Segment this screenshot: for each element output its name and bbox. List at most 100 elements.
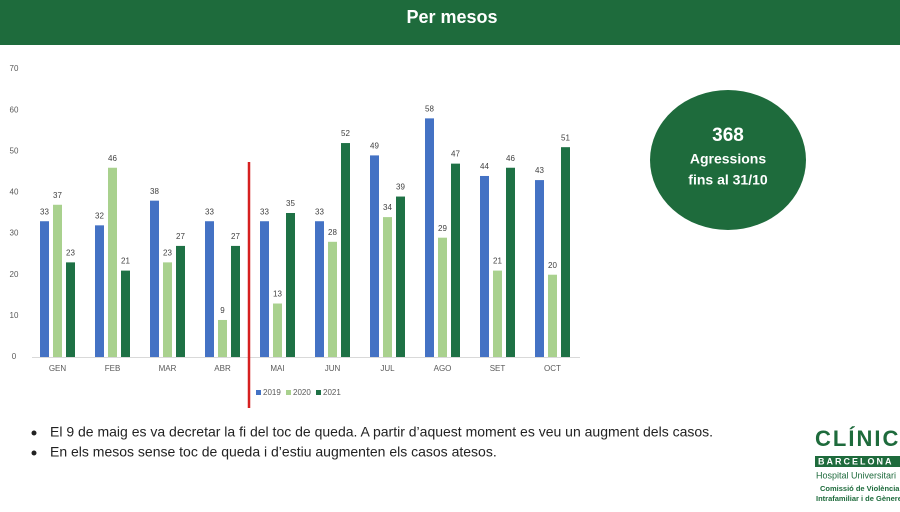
y-tick-label: 30 — [10, 229, 19, 238]
bar — [548, 274, 557, 357]
value-label: 27 — [176, 232, 185, 241]
bar — [286, 213, 295, 357]
x-tick-label: JUL — [380, 364, 395, 373]
value-label: 38 — [150, 187, 159, 196]
value-label: 44 — [480, 162, 489, 171]
value-label: 20 — [548, 261, 557, 270]
bar — [315, 221, 324, 357]
value-label: 21 — [121, 257, 130, 266]
y-tick-label: 60 — [10, 105, 19, 114]
value-label: 49 — [370, 142, 379, 151]
y-tick-label: 10 — [10, 311, 19, 320]
bar — [535, 180, 544, 357]
x-tick-label: OCT — [544, 364, 561, 373]
value-label: 47 — [451, 150, 460, 159]
logo-band — [815, 456, 900, 467]
value-label: 52 — [341, 129, 350, 138]
bar — [273, 303, 282, 357]
bar — [480, 175, 489, 357]
y-tick-label: 50 — [10, 146, 19, 155]
bullet-text: En els mesos sense toc de queda i d’esti… — [50, 444, 497, 460]
bar — [383, 217, 392, 357]
header-band — [0, 0, 900, 45]
logo-line: Intrafamiliar i de Gènere — [816, 494, 900, 503]
bar — [396, 196, 405, 357]
bullet-dot — [31, 430, 37, 436]
value-label: 23 — [66, 248, 75, 257]
x-tick-label: SET — [490, 364, 506, 373]
value-label: 46 — [108, 154, 117, 163]
bar — [328, 241, 337, 357]
callout-text: fins al 31/10 — [688, 172, 768, 188]
bar — [205, 221, 214, 357]
legend-label: 2020 — [293, 388, 311, 397]
bar — [493, 270, 502, 357]
value-label: 27 — [231, 232, 240, 241]
legend-swatch — [316, 390, 321, 395]
value-label: 9 — [220, 306, 225, 315]
value-label: 13 — [273, 290, 282, 299]
legend-label: 2021 — [323, 388, 341, 397]
x-tick-label: JUN — [325, 364, 341, 373]
x-tick-label: FEB — [105, 364, 121, 373]
bar — [176, 245, 185, 357]
callout-circle — [650, 90, 806, 230]
logo-name: CLÍNIC — [815, 426, 900, 451]
bar — [66, 262, 75, 357]
value-label: 35 — [286, 199, 295, 208]
bar — [341, 143, 350, 357]
value-label: 29 — [438, 224, 447, 233]
y-tick-label: 0 — [12, 352, 17, 361]
legend-swatch — [286, 390, 291, 395]
bar — [163, 262, 172, 357]
bar — [370, 155, 379, 357]
value-label: 46 — [506, 154, 515, 163]
y-tick-label: 40 — [10, 188, 19, 197]
bar — [231, 245, 240, 357]
y-tick-label: 70 — [10, 64, 19, 73]
value-label: 33 — [315, 207, 324, 216]
bar — [561, 147, 570, 357]
logo-line: Comissió de Violència — [820, 484, 900, 493]
bar — [425, 118, 434, 357]
bar — [451, 163, 460, 357]
bar — [438, 237, 447, 357]
bar — [40, 221, 49, 357]
value-label: 39 — [396, 183, 405, 192]
value-label: 33 — [205, 207, 214, 216]
logo-city: BARCELONA — [818, 456, 894, 466]
legend-label: 2019 — [263, 388, 281, 397]
value-label: 32 — [95, 211, 104, 220]
callout-text: Agressions — [690, 151, 766, 167]
slide-title: Per mesos — [406, 7, 497, 27]
value-label: 58 — [425, 104, 434, 113]
bar — [108, 167, 117, 357]
bar — [53, 204, 62, 357]
value-label: 33 — [40, 207, 49, 216]
callout-number: 368 — [712, 125, 744, 146]
value-label: 37 — [53, 191, 62, 200]
x-tick-label: MAI — [270, 364, 284, 373]
value-label: 28 — [328, 228, 337, 237]
bar — [150, 200, 159, 357]
logo-hospital: Hospital Universitari — [816, 470, 896, 480]
value-label: 21 — [493, 257, 502, 266]
value-label: 43 — [535, 166, 544, 175]
value-label: 33 — [260, 207, 269, 216]
x-tick-label: MAR — [159, 364, 177, 373]
y-tick-label: 20 — [10, 270, 19, 279]
value-label: 23 — [163, 248, 172, 257]
value-label: 34 — [383, 203, 392, 212]
bar — [506, 167, 515, 357]
logo: CLÍNIC BARCELONA Hospital Universitari C… — [815, 426, 900, 503]
bar — [121, 270, 130, 357]
bar — [95, 225, 104, 357]
bar — [218, 319, 227, 357]
x-tick-label: ABR — [214, 364, 231, 373]
bullet-text: El 9 de maig es va decretar la fi del to… — [50, 424, 713, 440]
value-label: 51 — [561, 133, 570, 142]
x-tick-label: AGO — [434, 364, 452, 373]
legend-swatch — [256, 390, 261, 395]
